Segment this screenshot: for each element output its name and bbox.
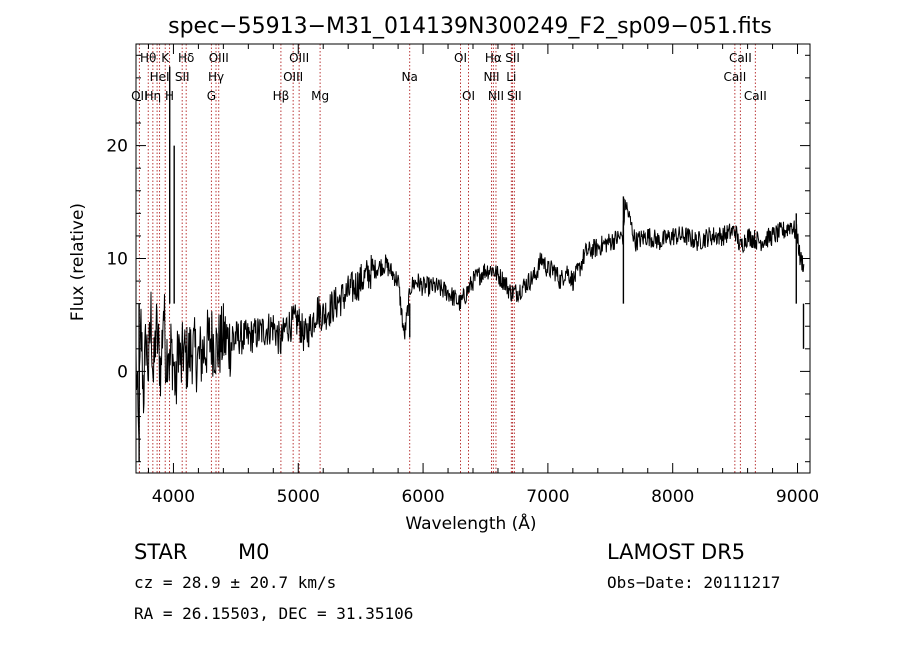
observation-date: Obs−Date: 20111217 — [607, 573, 781, 592]
line-marker-label: NII — [488, 89, 504, 103]
x-tick-label: 9000 — [776, 487, 819, 507]
line-marker-label: Hβ — [273, 89, 290, 103]
line-marker-label: OI — [462, 89, 475, 103]
x-tick-label: 8000 — [651, 487, 694, 507]
line-marker-label: G — [207, 89, 216, 103]
x-tick-label: 6000 — [401, 487, 444, 507]
line-marker-label: Hα — [485, 51, 502, 65]
line-marker-label: OI — [454, 51, 467, 65]
line-marker-label: Mg — [311, 89, 329, 103]
sky-coordinates: RA = 26.15503, DEC = 31.35106 — [134, 604, 414, 623]
spectral-subclass: M0 — [238, 540, 270, 564]
x-tick-label: 5000 — [277, 487, 320, 507]
y-axis-ticks: 0 10 20 — [106, 54, 810, 463]
survey-name: LAMOST DR5 — [607, 540, 746, 564]
line-marker-label: Hγ — [208, 70, 224, 84]
line-marker-label: Li — [506, 70, 516, 84]
line-marker-label: OIII — [283, 70, 303, 84]
chart-title: spec−55913−M31_014139N300249_F2_sp09−051… — [168, 14, 772, 39]
x-axis-label: Wavelength (Å) — [405, 512, 536, 534]
line-markers — [138, 44, 756, 473]
line-marker-label: CaII — [729, 51, 752, 65]
spectral-class: STAR — [134, 540, 188, 564]
spectrum-line — [135, 198, 805, 441]
line-marker-label: HeI — [150, 70, 170, 84]
line-marker-label: Hδ — [178, 51, 194, 65]
line-marker-label: Hη — [145, 89, 162, 103]
y-axis-label: Flux (relative) — [68, 203, 88, 321]
y-tick-label: 0 — [117, 362, 128, 382]
line-marker-label: SII — [175, 70, 190, 84]
line-marker-label: K — [161, 51, 170, 65]
line-marker-label: SII — [507, 89, 522, 103]
line-marker-label: OII — [131, 89, 148, 103]
x-tick-label: 4000 — [152, 487, 195, 507]
line-marker-label: SII — [505, 51, 520, 65]
line-marker-labels: HθOIIHηHeIKHSIIHδGHγOIIIHβOIIIOIIIMgNaOI… — [131, 51, 767, 103]
x-tick-label: 7000 — [526, 487, 569, 507]
redshift-velocity: cz = 28.9 ± 20.7 km/s — [134, 573, 337, 592]
line-marker-label: NII — [483, 70, 499, 84]
plot-frame — [135, 43, 811, 474]
y-tick-label: 10 — [106, 250, 128, 270]
line-marker-label: Na — [402, 70, 418, 84]
line-marker-label: CaII — [723, 70, 746, 84]
x-axis-ticks: 4000 5000 6000 7000 8000 9000 — [147, 44, 819, 507]
line-marker-label: Hθ — [140, 51, 156, 65]
spectrum-series — [135, 66, 805, 462]
line-marker-label: OIII — [289, 51, 309, 65]
line-marker-label: OIII — [209, 51, 229, 65]
line-marker-label: CaII — [744, 89, 767, 103]
y-tick-label: 20 — [106, 137, 128, 157]
